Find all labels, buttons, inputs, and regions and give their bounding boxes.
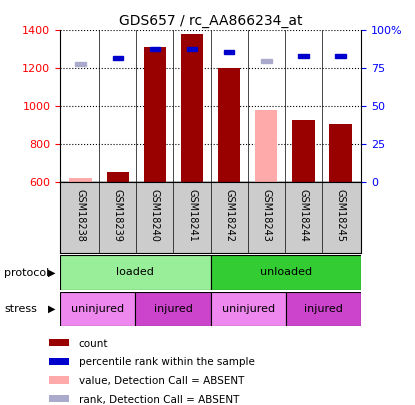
Text: count: count (79, 339, 108, 349)
Text: stress: stress (4, 304, 37, 313)
Bar (335, 54, 346, 58)
Text: GSM18241: GSM18241 (187, 189, 197, 242)
Text: percentile rank within the sample: percentile rank within the sample (79, 357, 255, 367)
Text: rank, Detection Call = ABSENT: rank, Detection Call = ABSENT (79, 395, 239, 405)
Bar (135, 292, 210, 326)
Bar (49, 376, 68, 384)
Bar (330, 124, 352, 182)
Text: injured: injured (304, 304, 343, 314)
Text: GSM18239: GSM18239 (113, 189, 123, 242)
Text: uninjured: uninjured (71, 304, 124, 314)
Bar (49, 339, 68, 346)
Text: GSM18240: GSM18240 (150, 189, 160, 242)
Bar (144, 47, 166, 182)
Bar (255, 110, 278, 182)
Bar (150, 47, 160, 51)
Bar (69, 179, 92, 182)
Text: GSM18243: GSM18243 (261, 189, 271, 242)
Bar (49, 395, 68, 403)
Text: GSM18242: GSM18242 (224, 189, 234, 242)
Bar (292, 119, 315, 182)
Text: GSM18238: GSM18238 (76, 189, 85, 242)
Text: unloaded: unloaded (260, 267, 312, 277)
Bar (298, 54, 309, 58)
Text: loaded: loaded (117, 267, 154, 277)
Text: value, Detection Call = ABSENT: value, Detection Call = ABSENT (79, 376, 244, 386)
Text: protocol: protocol (4, 268, 49, 277)
Bar (60, 255, 211, 290)
Bar (211, 292, 286, 326)
Text: GSM18245: GSM18245 (336, 189, 346, 242)
Bar (112, 55, 123, 60)
Bar (60, 292, 135, 326)
Text: injured: injured (154, 304, 193, 314)
Title: GDS657 / rc_AA866234_at: GDS657 / rc_AA866234_at (119, 14, 303, 28)
Bar (49, 358, 68, 365)
Bar (224, 49, 234, 54)
Bar (286, 292, 361, 326)
Bar (211, 255, 361, 290)
Bar (76, 62, 86, 66)
Text: ▶: ▶ (48, 268, 55, 277)
Bar (218, 68, 240, 182)
Bar (261, 59, 271, 63)
Bar (107, 172, 129, 182)
Text: GSM18244: GSM18244 (298, 189, 308, 242)
Bar (187, 47, 197, 51)
Text: ▶: ▶ (48, 304, 55, 313)
Bar (181, 34, 203, 182)
Text: uninjured: uninjured (222, 304, 275, 314)
